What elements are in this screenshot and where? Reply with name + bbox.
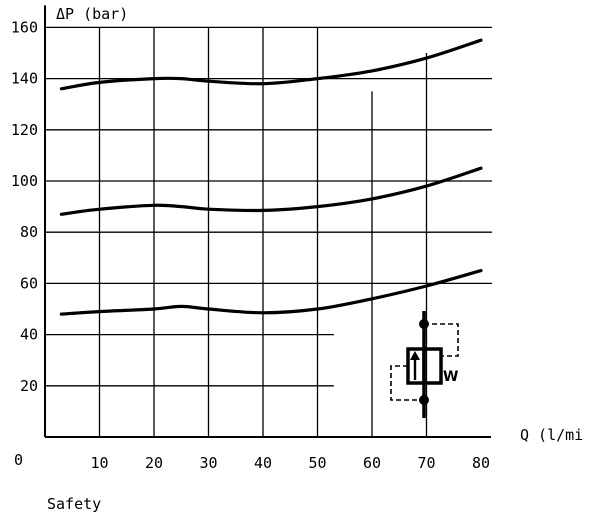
y-tick-60: 60: [20, 274, 38, 292]
spring-label: W: [443, 369, 458, 385]
axes: [44, 5, 491, 438]
pilot-line-top: [424, 323, 459, 357]
y-tick-80: 80: [20, 223, 38, 241]
y-tick-140: 140: [11, 70, 38, 88]
relief-valve-symbol: W: [390, 311, 459, 418]
curves: [59, 38, 483, 316]
tick-labels: 10 20 30 40 50 60 70 80 20 40 60 80 100 120 140 160: [11, 18, 490, 472]
series-line-3: [59, 269, 483, 316]
y-tick-40: 40: [20, 326, 38, 344]
y-tick-20: 20: [20, 377, 38, 395]
pilot-line-bottom: [390, 365, 424, 401]
y-tick-160: 160: [11, 18, 38, 36]
y-tick-120: 120: [11, 121, 38, 139]
x-tick-70: 70: [417, 454, 435, 472]
x-tick-30: 30: [199, 454, 217, 472]
x-tick-80: 80: [472, 454, 490, 472]
x-tick-10: 10: [90, 454, 108, 472]
y-tick-100: 100: [11, 172, 38, 190]
y-axis-label: ΔP (bar): [56, 5, 128, 23]
x-tick-40: 40: [254, 454, 272, 472]
flow-arrow-icon: [410, 351, 420, 360]
grid: [45, 26, 492, 437]
series-line-1: [59, 38, 483, 91]
caption: Safety: [47, 495, 101, 513]
x-tick-60: 60: [363, 454, 381, 472]
series-line-2: [59, 166, 483, 216]
x-tick-50: 50: [308, 454, 326, 472]
origin-label: 0: [14, 451, 23, 469]
x-axis-label: Q (l/mi: [520, 426, 583, 444]
x-tick-20: 20: [145, 454, 163, 472]
